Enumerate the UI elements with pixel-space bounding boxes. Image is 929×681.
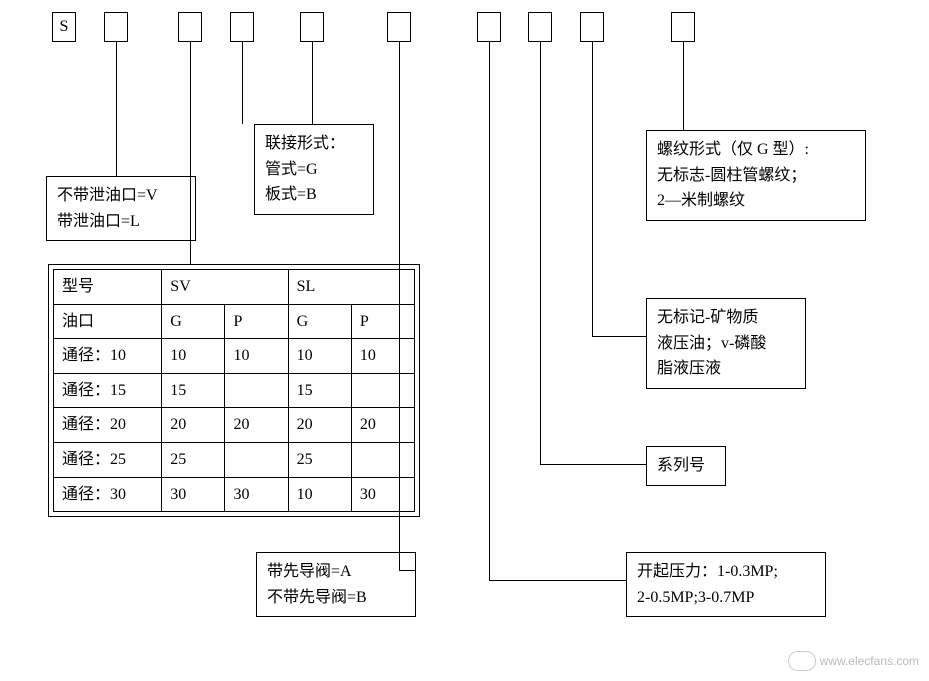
table-cell [225,373,288,408]
fluid-box: 无标记-矿物质液压油；v-磷酸脂液压液 [646,298,806,389]
connector-line-2 [242,42,243,124]
table-cell: 型号 [54,270,162,305]
connector-line-5 [399,570,416,571]
top-slot-9 [671,12,695,42]
table-cell: 10 [162,339,225,374]
pressure-line-1: 2-0.5MP;3-0.7MP [637,585,815,611]
connector-line-10 [592,42,593,336]
connect-box: 联接形式：管式=G板式=B [254,124,374,215]
connector-line-6 [489,42,490,580]
table-cell: 20 [162,408,225,443]
thread-box: 螺纹形式（仅 G 型）:无标志-圆柱管螺纹；2—米制螺纹 [646,130,866,221]
fluid-line-2: 脂液压液 [657,356,795,382]
table-cell: SL [288,270,414,305]
table-cell: P [351,304,414,339]
top-slot-4 [300,12,324,42]
thread-line-0: 螺纹形式（仅 G 型）: [657,137,855,163]
connector-line-9 [540,464,646,465]
top-slot-2 [178,12,202,42]
table-row: 油口GPGP [54,304,415,339]
top-slot-5 [387,12,411,42]
pilot-box: 带先导阀=A不带先导阀=B [256,552,416,617]
table-cell: 通径：20 [54,408,162,443]
spec-table-box: 型号SVSL油口GPGP通径：1010101010通径：151515通径：202… [48,264,420,517]
table-cell: 20 [351,408,414,443]
connector-line-3 [312,42,313,124]
series-box: 系列号 [646,446,726,486]
table-cell: 25 [288,442,351,477]
table-cell: 30 [351,477,414,512]
table-cell: G [288,304,351,339]
table-row: 通径：1010101010 [54,339,415,374]
table-cell: 10 [225,339,288,374]
top-slot-6 [477,12,501,42]
pilot-line-0: 带先导阀=A [267,559,405,585]
table-row: 通径：2020202020 [54,408,415,443]
connect-line-2: 板式=B [265,182,363,208]
connector-line-4 [399,42,400,570]
top-slot-1 [104,12,128,42]
thread-line-2: 2—米制螺纹 [657,188,855,214]
table-row: 通径：151515 [54,373,415,408]
table-cell: 10 [288,477,351,512]
table-cell: 通径：10 [54,339,162,374]
table-cell: 25 [162,442,225,477]
table-row: 型号SVSL [54,270,415,305]
pressure-line-0: 开起压力：1-0.3MP; [637,559,815,585]
top-slot-3 [230,12,254,42]
table-cell [225,442,288,477]
table-cell: 20 [288,408,351,443]
top-slot-7 [528,12,552,42]
table-cell: 20 [225,408,288,443]
spec-table: 型号SVSL油口GPGP通径：1010101010通径：151515通径：202… [53,269,415,512]
table-cell: G [162,304,225,339]
drain-box: 不带泄油口=V带泄油口=L [46,176,196,241]
connector-line-11 [592,336,646,337]
watermark-text: www.elecfans.com [820,654,919,668]
pilot-line-1: 不带先导阀=B [267,585,405,611]
table-cell: 15 [288,373,351,408]
table-cell: 10 [351,339,414,374]
connector-line-8 [540,42,541,464]
pressure-box: 开起压力：1-0.3MP;2-0.5MP;3-0.7MP [626,552,826,617]
table-cell: P [225,304,288,339]
drain-line-0: 不带泄油口=V [57,183,185,209]
fluid-line-1: 液压油；v-磷酸 [657,331,795,357]
watermark-logo-icon [788,651,816,671]
table-row: 通径：252525 [54,442,415,477]
table-cell: 油口 [54,304,162,339]
watermark: www.elecfans.com [788,651,919,671]
table-row: 通径：3030301030 [54,477,415,512]
table-cell: 通径：15 [54,373,162,408]
table-cell: SV [162,270,288,305]
table-cell: 15 [162,373,225,408]
table-cell: 30 [162,477,225,512]
connector-line-1 [190,42,191,264]
fluid-line-0: 无标记-矿物质 [657,305,795,331]
connector-line-0 [116,42,117,176]
table-cell: 通径：30 [54,477,162,512]
series-line-0: 系列号 [657,453,715,479]
connector-line-7 [489,580,626,581]
connect-line-1: 管式=G [265,157,363,183]
thread-line-1: 无标志-圆柱管螺纹； [657,163,855,189]
connect-line-0: 联接形式： [265,131,363,157]
top-slot-0: S [52,12,76,42]
drain-line-1: 带泄油口=L [57,209,185,235]
table-cell: 30 [225,477,288,512]
connector-line-12 [683,42,684,130]
table-cell [351,373,414,408]
table-cell: 通径：25 [54,442,162,477]
table-cell: 10 [288,339,351,374]
table-cell [351,442,414,477]
top-slot-8 [580,12,604,42]
